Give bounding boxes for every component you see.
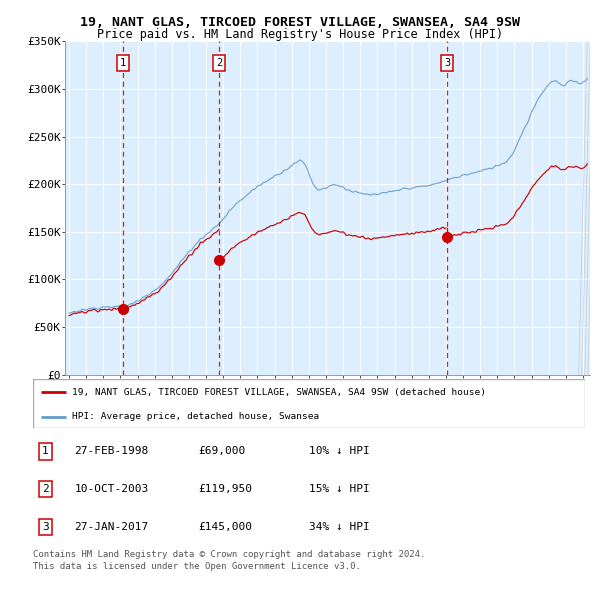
Text: 10-OCT-2003: 10-OCT-2003 xyxy=(74,484,149,494)
Text: This data is licensed under the Open Government Licence v3.0.: This data is licensed under the Open Gov… xyxy=(33,562,361,571)
Text: 27-JAN-2017: 27-JAN-2017 xyxy=(74,522,149,532)
Text: £145,000: £145,000 xyxy=(199,522,253,532)
Text: 2: 2 xyxy=(216,58,223,68)
Text: HPI: Average price, detached house, Swansea: HPI: Average price, detached house, Swan… xyxy=(71,412,319,421)
Text: 34% ↓ HPI: 34% ↓ HPI xyxy=(309,522,370,532)
Text: 19, NANT GLAS, TIRCOED FOREST VILLAGE, SWANSEA, SA4 9SW: 19, NANT GLAS, TIRCOED FOREST VILLAGE, S… xyxy=(80,16,520,29)
Text: 1: 1 xyxy=(120,58,126,68)
Text: Contains HM Land Registry data © Crown copyright and database right 2024.: Contains HM Land Registry data © Crown c… xyxy=(33,550,425,559)
Text: 2: 2 xyxy=(42,484,49,494)
Text: £119,950: £119,950 xyxy=(199,484,253,494)
Text: £69,000: £69,000 xyxy=(199,447,246,457)
Text: 3: 3 xyxy=(42,522,49,532)
Text: 27-FEB-1998: 27-FEB-1998 xyxy=(74,447,149,457)
Text: 3: 3 xyxy=(444,58,450,68)
Text: 19, NANT GLAS, TIRCOED FOREST VILLAGE, SWANSEA, SA4 9SW (detached house): 19, NANT GLAS, TIRCOED FOREST VILLAGE, S… xyxy=(71,388,485,397)
Text: Price paid vs. HM Land Registry's House Price Index (HPI): Price paid vs. HM Land Registry's House … xyxy=(97,28,503,41)
Text: 15% ↓ HPI: 15% ↓ HPI xyxy=(309,484,370,494)
Text: 1: 1 xyxy=(42,447,49,457)
Text: 10% ↓ HPI: 10% ↓ HPI xyxy=(309,447,370,457)
